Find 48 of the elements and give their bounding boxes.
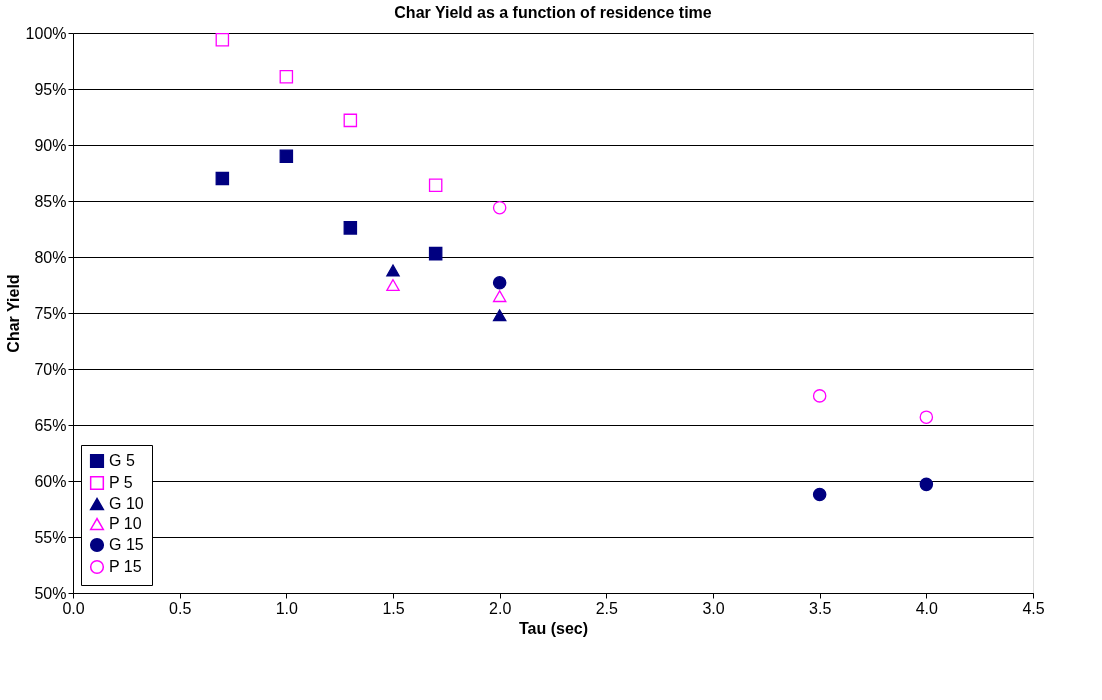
point bbox=[386, 264, 400, 277]
x-tick-label: 2.5 bbox=[595, 599, 619, 617]
y-tick-label: 90% bbox=[34, 136, 67, 154]
point bbox=[812, 389, 827, 403]
legend-label: P 10 bbox=[109, 515, 142, 532]
legend-label: G 5 bbox=[109, 452, 135, 469]
x-tick-label: 0.5 bbox=[169, 599, 192, 617]
point bbox=[812, 487, 827, 502]
point bbox=[428, 178, 443, 193]
x-axis-title: Tau (sec) bbox=[518, 619, 589, 637]
chart-title: Char Yield as a function of residence time bbox=[394, 4, 712, 21]
point bbox=[428, 246, 443, 261]
point bbox=[492, 309, 507, 322]
point bbox=[492, 290, 507, 303]
y-tick-label: 100% bbox=[25, 24, 67, 42]
y-axis-title: Char Yield bbox=[4, 274, 22, 353]
legend-label: P 15 bbox=[109, 558, 142, 575]
point bbox=[343, 221, 358, 235]
legend-label: G 10 bbox=[109, 495, 144, 512]
x-tick-label: 4.0 bbox=[915, 599, 939, 617]
point bbox=[215, 171, 230, 186]
y-tick-label: 70% bbox=[34, 360, 67, 378]
x-tick-label: 0.0 bbox=[62, 599, 85, 617]
point bbox=[279, 149, 294, 163]
x-tick-label: 3.5 bbox=[809, 599, 832, 617]
point bbox=[215, 32, 230, 47]
y-tick-label: 85% bbox=[34, 192, 67, 210]
point bbox=[343, 113, 358, 128]
legend-label: G 15 bbox=[109, 536, 144, 553]
y-tick-label: 60% bbox=[34, 472, 67, 490]
point bbox=[279, 69, 294, 84]
x-tick-label: 1.0 bbox=[275, 599, 299, 617]
y-tick-label: 80% bbox=[34, 248, 67, 266]
legend-label: P 5 bbox=[109, 474, 133, 491]
y-tick-label: 55% bbox=[34, 528, 67, 546]
point bbox=[919, 477, 934, 492]
x-tick-label: 3.0 bbox=[702, 599, 725, 617]
y-tick-label: 75% bbox=[34, 304, 67, 322]
y-tick-label: 50% bbox=[34, 584, 67, 602]
y-tick-label: 65% bbox=[34, 416, 67, 434]
y-tick-label: 95% bbox=[34, 80, 67, 98]
x-tick-label: 2.0 bbox=[489, 599, 512, 617]
point bbox=[386, 279, 400, 291]
x-tick-label: 4.5 bbox=[1022, 599, 1045, 617]
point bbox=[492, 276, 507, 290]
x-tick-label: 1.5 bbox=[382, 599, 405, 617]
point bbox=[919, 410, 934, 424]
point bbox=[492, 200, 507, 215]
